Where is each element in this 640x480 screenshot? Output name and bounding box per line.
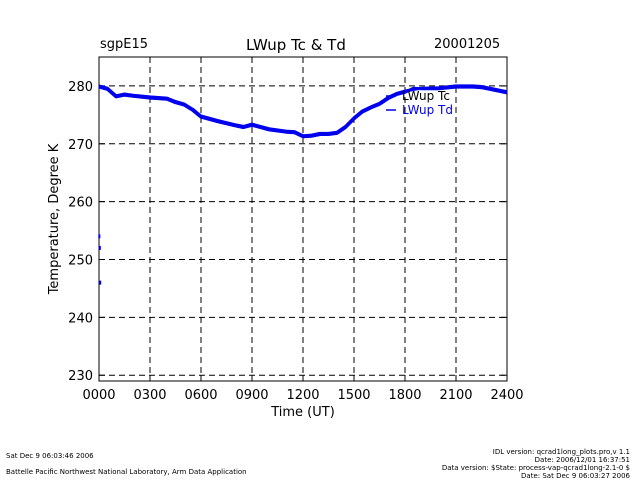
x-tick-label: 2100 [439,388,472,403]
series-point [98,234,101,239]
x-axis-label: Time (UT) [270,405,335,420]
series-point [99,280,102,285]
site-label: sgpE15 [100,37,149,52]
x-tick-label: 1200 [286,388,319,403]
x-tick-label: 2400 [490,388,523,403]
footer-data-date: Date: Sat Dec 9 06:03:27 2006 [521,472,630,480]
footer-lab: Battelle Pacific Northwest National Labo… [6,468,247,476]
x-tick-label: 0900 [235,388,268,403]
series-point [98,245,101,250]
x-tick-label: 0600 [184,388,217,403]
y-tick-label: 280 [68,80,93,95]
y-tick-label: 250 [68,254,93,269]
legend-label: LWup Tc [402,89,450,103]
x-tick-label: 0300 [133,388,166,403]
footer-idl-date: Date: 2006/12/01 16:37:51 [534,456,630,464]
y-tick-label: 260 [68,196,93,211]
y-axis-label: Temperature, Degree K [47,143,62,295]
x-tick-label: 1800 [388,388,421,403]
x-tick-label: 0000 [82,388,115,403]
series-line-td [98,85,508,139]
chart-title: LWup Tc & Td [246,36,346,54]
y-tick-label: 270 [68,138,93,153]
y-tick-label: 230 [68,369,93,384]
x-tick-label: 1500 [337,388,370,403]
footer-data-version: Data version: $State: process-vap-qcrad1… [441,464,630,472]
footer-idl-version: IDL version: qcrad1long_plots.pro,v 1.1 [492,448,630,456]
y-tick-label: 240 [68,311,93,326]
date-label: 20001205 [434,37,501,52]
legend-label: LWup Td [402,103,453,117]
footer-timestamp: Sat Dec 9 06:03:46 2006 [6,452,94,460]
